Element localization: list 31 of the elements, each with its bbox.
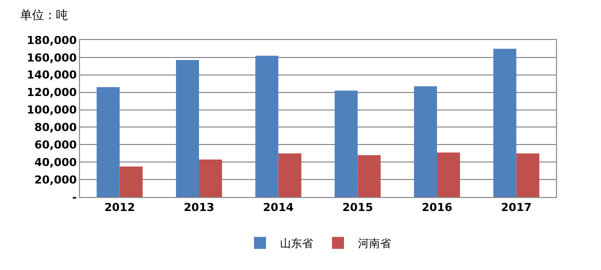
y-tick-label: 40,000 bbox=[34, 156, 78, 169]
bar bbox=[278, 153, 302, 197]
bar bbox=[437, 152, 460, 197]
y-tick-label: - bbox=[72, 190, 77, 204]
x-tick-label: 2016 bbox=[422, 201, 453, 214]
bar bbox=[199, 159, 222, 197]
x-tick-label: 2015 bbox=[342, 201, 373, 214]
legend-label: 河南省 bbox=[358, 237, 391, 250]
bar bbox=[120, 166, 143, 197]
x-tick-label: 2012 bbox=[104, 201, 135, 214]
legend-label: 山东省 bbox=[280, 237, 313, 250]
bar bbox=[414, 86, 437, 197]
x-tick-label: 2013 bbox=[184, 201, 214, 214]
y-tick-label: 160,000 bbox=[26, 51, 78, 64]
bar bbox=[493, 48, 516, 197]
x-tick-label: 2017 bbox=[501, 201, 532, 214]
bar bbox=[516, 153, 540, 197]
bar bbox=[96, 87, 120, 197]
y-axis-title: 单位：吨 bbox=[20, 8, 68, 22]
y-tick-label: 140,000 bbox=[26, 68, 78, 82]
bar bbox=[255, 56, 278, 197]
bar bbox=[176, 60, 199, 197]
y-tick-label: 100,000 bbox=[26, 104, 78, 117]
y-tick-label: 180,000 bbox=[26, 34, 78, 47]
y-tick-label: 120,000 bbox=[26, 86, 78, 100]
y-tick-label: 80,000 bbox=[34, 121, 78, 134]
bar bbox=[334, 90, 358, 197]
bar bbox=[358, 155, 381, 197]
y-tick-label: 20,000 bbox=[34, 173, 78, 186]
y-tick-label: 60,000 bbox=[34, 138, 78, 152]
x-tick-label: 2014 bbox=[263, 201, 294, 214]
